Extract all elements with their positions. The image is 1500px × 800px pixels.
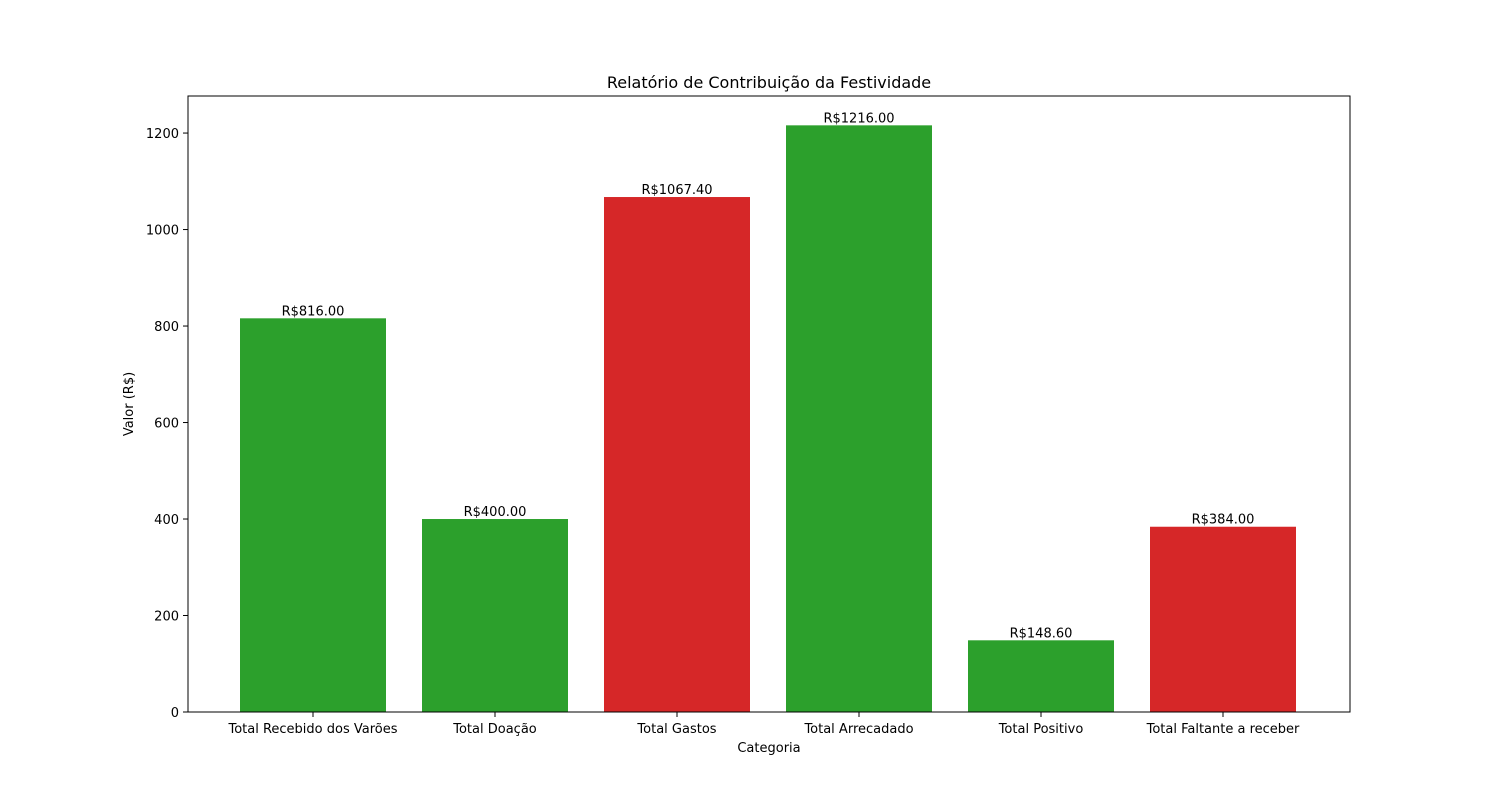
x-tick-label: Total Arrecadado [803,722,913,737]
bar [422,519,568,712]
bar-value-label: R$148.60 [1010,626,1073,641]
y-axis: 0 200 400 600 800 1000 1200 [146,127,188,721]
bar [786,125,932,713]
bar-value-label: R$816.00 [282,304,345,319]
x-tick-label: Total Faltante a receber [1146,722,1300,737]
x-tick-label: Total Doação [452,722,537,737]
bar-value-label: R$384.00 [1192,513,1255,528]
bars: R$816.00 R$400.00 R$1067.40 R$1216.00 R$148.… [240,111,1296,713]
bar [240,318,386,712]
bar-value-label: R$400.00 [464,505,527,520]
plot-area-frame [187,95,1351,713]
y-tick-label: 1200 [146,127,179,142]
x-tick-label: Total Recebido dos Varões [227,722,397,737]
bar [604,197,750,713]
x-tick-label: Total Gastos [636,722,716,737]
bar-value-label: R$1216.00 [823,111,894,126]
y-tick-label: 0 [171,706,179,721]
y-tick-label: 600 [154,417,179,432]
y-axis-label: Valor (R$) [122,372,137,436]
bar [968,640,1114,712]
y-tick-label: 400 [154,513,179,528]
x-axis-label: Categoria [737,741,800,756]
y-tick-label: 1000 [146,224,179,239]
x-axis: Total Recebido dos Varões Total Doação Tot… [227,712,1300,737]
bar-value-label: R$1067.40 [641,183,712,198]
y-tick-label: 200 [154,610,179,625]
x-tick-label: Total Positivo [998,722,1084,737]
chart-title: Relatório de Contribuição da Festividade [607,73,931,92]
y-tick-label: 800 [154,320,179,335]
bar [1150,526,1296,712]
